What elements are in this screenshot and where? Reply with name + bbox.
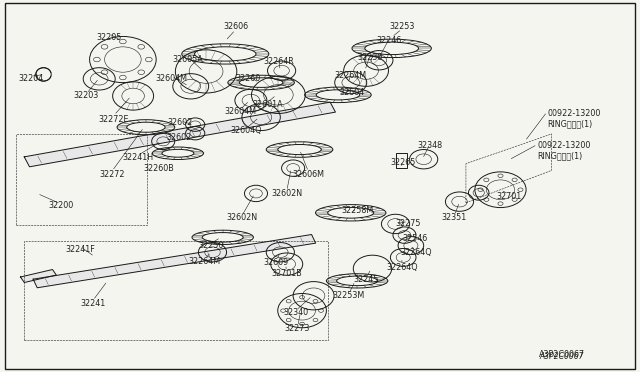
Text: 32264M: 32264M [335,71,367,80]
Text: 32604: 32604 [339,88,365,97]
Text: 32701: 32701 [496,192,522,201]
Text: 32546: 32546 [402,234,428,243]
Text: A3P2C0067: A3P2C0067 [539,350,585,359]
Text: 32602: 32602 [166,133,192,142]
Text: 32253M: 32253M [333,291,365,300]
Text: 32604M: 32604M [224,107,256,116]
Text: 32602N: 32602N [227,213,257,222]
Text: 32604M: 32604M [156,74,188,83]
Text: 32601A: 32601A [252,100,283,109]
Text: 32264Q: 32264Q [386,263,418,272]
Text: 32246: 32246 [376,36,402,45]
Text: 32241F: 32241F [65,245,95,254]
Text: A3P2C0067: A3P2C0067 [540,352,584,361]
Text: 32260B: 32260B [143,164,174,173]
Text: 32606: 32606 [223,22,248,31]
Polygon shape [33,234,316,288]
Text: 32605A: 32605A [172,55,203,64]
Text: 32230: 32230 [357,53,383,62]
Text: 32205: 32205 [96,33,122,42]
Text: RINGリング(1): RINGリング(1) [538,151,583,160]
Text: 32241H: 32241H [122,153,153,162]
Text: 32340: 32340 [283,308,308,317]
Text: 32275: 32275 [396,219,421,228]
Text: 32264M: 32264M [189,257,221,266]
Text: RINGリング(1): RINGリング(1) [547,119,593,128]
Text: 32264R: 32264R [263,57,294,65]
Text: 32241: 32241 [80,299,106,308]
Text: 32204: 32204 [18,74,44,83]
Text: 32272E: 32272E [99,115,129,124]
Text: 32602: 32602 [168,118,193,127]
Text: 32200: 32200 [48,201,74,210]
Text: 32245: 32245 [353,275,379,284]
Text: 00922-13200: 00922-13200 [547,109,600,118]
Text: 32265: 32265 [390,158,416,167]
Text: 32606M: 32606M [292,170,324,179]
Text: 32272: 32272 [99,170,125,179]
Text: 32203: 32203 [74,92,99,100]
Text: 32260: 32260 [236,74,261,83]
Text: 32604Q: 32604Q [230,126,262,135]
Text: 32609: 32609 [264,258,289,267]
Polygon shape [20,270,56,282]
Text: 32250: 32250 [198,241,224,250]
Text: 32348: 32348 [417,141,443,150]
Text: 32264Q: 32264Q [400,248,432,257]
Text: 32253: 32253 [389,22,415,31]
Text: 00922-13200: 00922-13200 [538,141,591,150]
Text: 32602N: 32602N [271,189,302,198]
Text: 32273: 32273 [285,324,310,333]
Polygon shape [24,102,335,167]
Text: 32258M: 32258M [341,206,373,215]
Text: 32701B: 32701B [271,269,302,278]
Text: 32351: 32351 [442,213,467,222]
